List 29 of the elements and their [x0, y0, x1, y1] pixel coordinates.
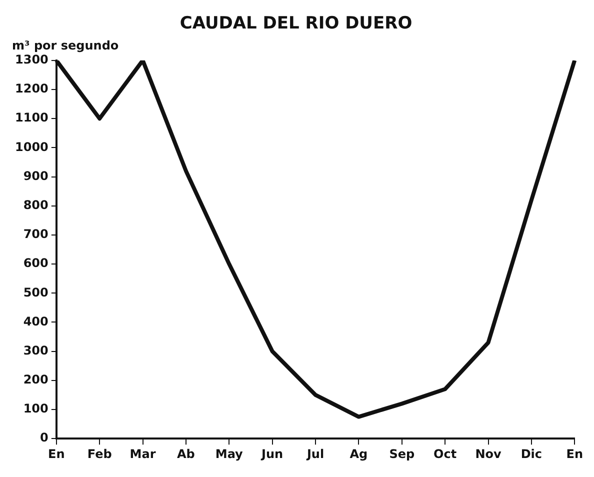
- x-tick-label: Mar: [130, 446, 156, 461]
- y-tick-label: 1100: [14, 110, 48, 125]
- x-tick-label: En: [48, 446, 65, 461]
- y-tick-label: 900: [23, 168, 48, 183]
- x-tick-label: Ab: [177, 446, 196, 461]
- y-tick-label: 700: [23, 227, 48, 242]
- y-tick-label: 200: [23, 372, 48, 387]
- y-tick-label: 0: [40, 430, 48, 445]
- x-tick-label: Oct: [434, 446, 457, 461]
- x-tick-label: May: [215, 446, 244, 461]
- y-tick-label: 1200: [14, 82, 48, 96]
- y-tick-label: 1300: [14, 52, 48, 67]
- y-tick-label: 300: [23, 343, 48, 358]
- x-tick-label: Jul: [306, 446, 324, 461]
- x-tick-label: Feb: [87, 446, 112, 461]
- y-tick-label: 800: [23, 198, 48, 212]
- x-tick-label: En: [566, 446, 584, 461]
- y-tick-label: 100: [23, 402, 48, 416]
- y-tick-label: 500: [23, 285, 48, 300]
- y-axis-title: m³ por segundo: [12, 38, 119, 53]
- y-tick-label: 400: [23, 314, 48, 328]
- x-tick-label: Sep: [389, 446, 415, 461]
- y-tick-label: 1000: [14, 140, 48, 154]
- chart-title: CAUDAL DEL RIO DUERO: [180, 14, 412, 34]
- x-tick-label: Dic: [520, 446, 542, 461]
- y-tick-label: 600: [23, 256, 48, 270]
- x-tick-label: Ag: [350, 446, 368, 461]
- x-tick-label: Nov: [475, 446, 502, 461]
- x-tick-label: Jun: [260, 446, 284, 461]
